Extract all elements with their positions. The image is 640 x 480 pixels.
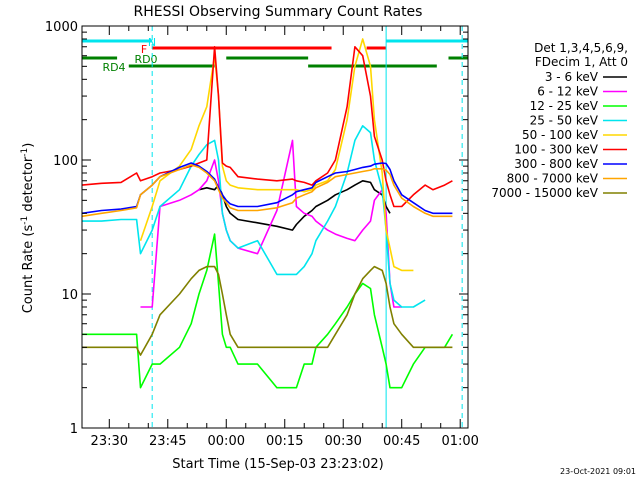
series-300-800-kev [81,162,453,215]
y-tick-label: 1000 [45,20,78,35]
y-axis-ticks: 1 10 100 1000 [45,20,468,437]
x-tick-label: 00:00 [208,434,245,449]
legend-label-800-7000-kev: 800 - 7000 keV [507,172,599,186]
flag-label-n: N [148,36,156,49]
series-25-50-kev [82,125,426,308]
y-tick-label: 10 [61,288,78,303]
flag-label-f: F [141,43,147,56]
legend-header-line-2: FDecim 1, Att 0 [535,55,628,69]
plot-frame [81,25,469,429]
legend-label-6-12-kev: 6 - 12 keV [537,85,599,99]
legend: Det 1,3,4,5,6,9, FDecim 1, Att 0 3 - 6 k… [491,41,628,200]
legend-header-line-1: Det 1,3,4,5,6,9, [534,41,628,55]
flag-label-rd4: RD4 [102,61,125,74]
y-axis-label: Count Rate (s-1 detector-1) [20,143,36,314]
series-50-100-kev [139,38,414,272]
series-7000-15000-kev [82,265,453,356]
x-tick-label: 23:30 [91,434,128,449]
x-tick-label: 00:45 [383,434,420,449]
flag-label-rd0: RD0 [134,53,157,66]
series-6-12-kev [140,139,402,308]
legend-label-7000-15000-kev: 7000 - 15000 keV [491,186,598,200]
legend-label-3-6-kev: 3 - 6 keV [545,70,599,84]
series-lines [81,38,454,389]
legend-label-12-25-kev: 12 - 25 keV [530,99,599,113]
legend-label-300-800-kev: 300 - 800 keV [514,157,598,171]
y-tick-label: 100 [53,154,78,169]
x-tick-label: 00:30 [324,434,361,449]
legend-label-50-100-kev: 50 - 100 keV [522,128,599,142]
x-tick-label: 00:15 [266,434,303,449]
timestamp: 23-Oct-2021 09:01 [560,467,636,476]
series-12-25-kev [82,233,454,389]
legend-label-25-50-kev: 25 - 50 keV [530,114,599,128]
series-800-7000-kev [81,164,453,218]
x-tick-label: 01:00 [441,434,478,449]
x-tick-label: 23:45 [149,434,186,449]
chart-title: RHESSI Observing Summary Count Rates [134,4,423,20]
x-axis-label: Start Time (15-Sep-03 23:23:02) [172,457,383,472]
legend-label-100-300-kev: 100 - 300 keV [514,143,598,157]
x-axis-ticks: 23:30 23:45 00:00 00:15 00:30 00:45 01:00 [91,26,479,449]
y-tick-label: 1 [70,422,78,437]
